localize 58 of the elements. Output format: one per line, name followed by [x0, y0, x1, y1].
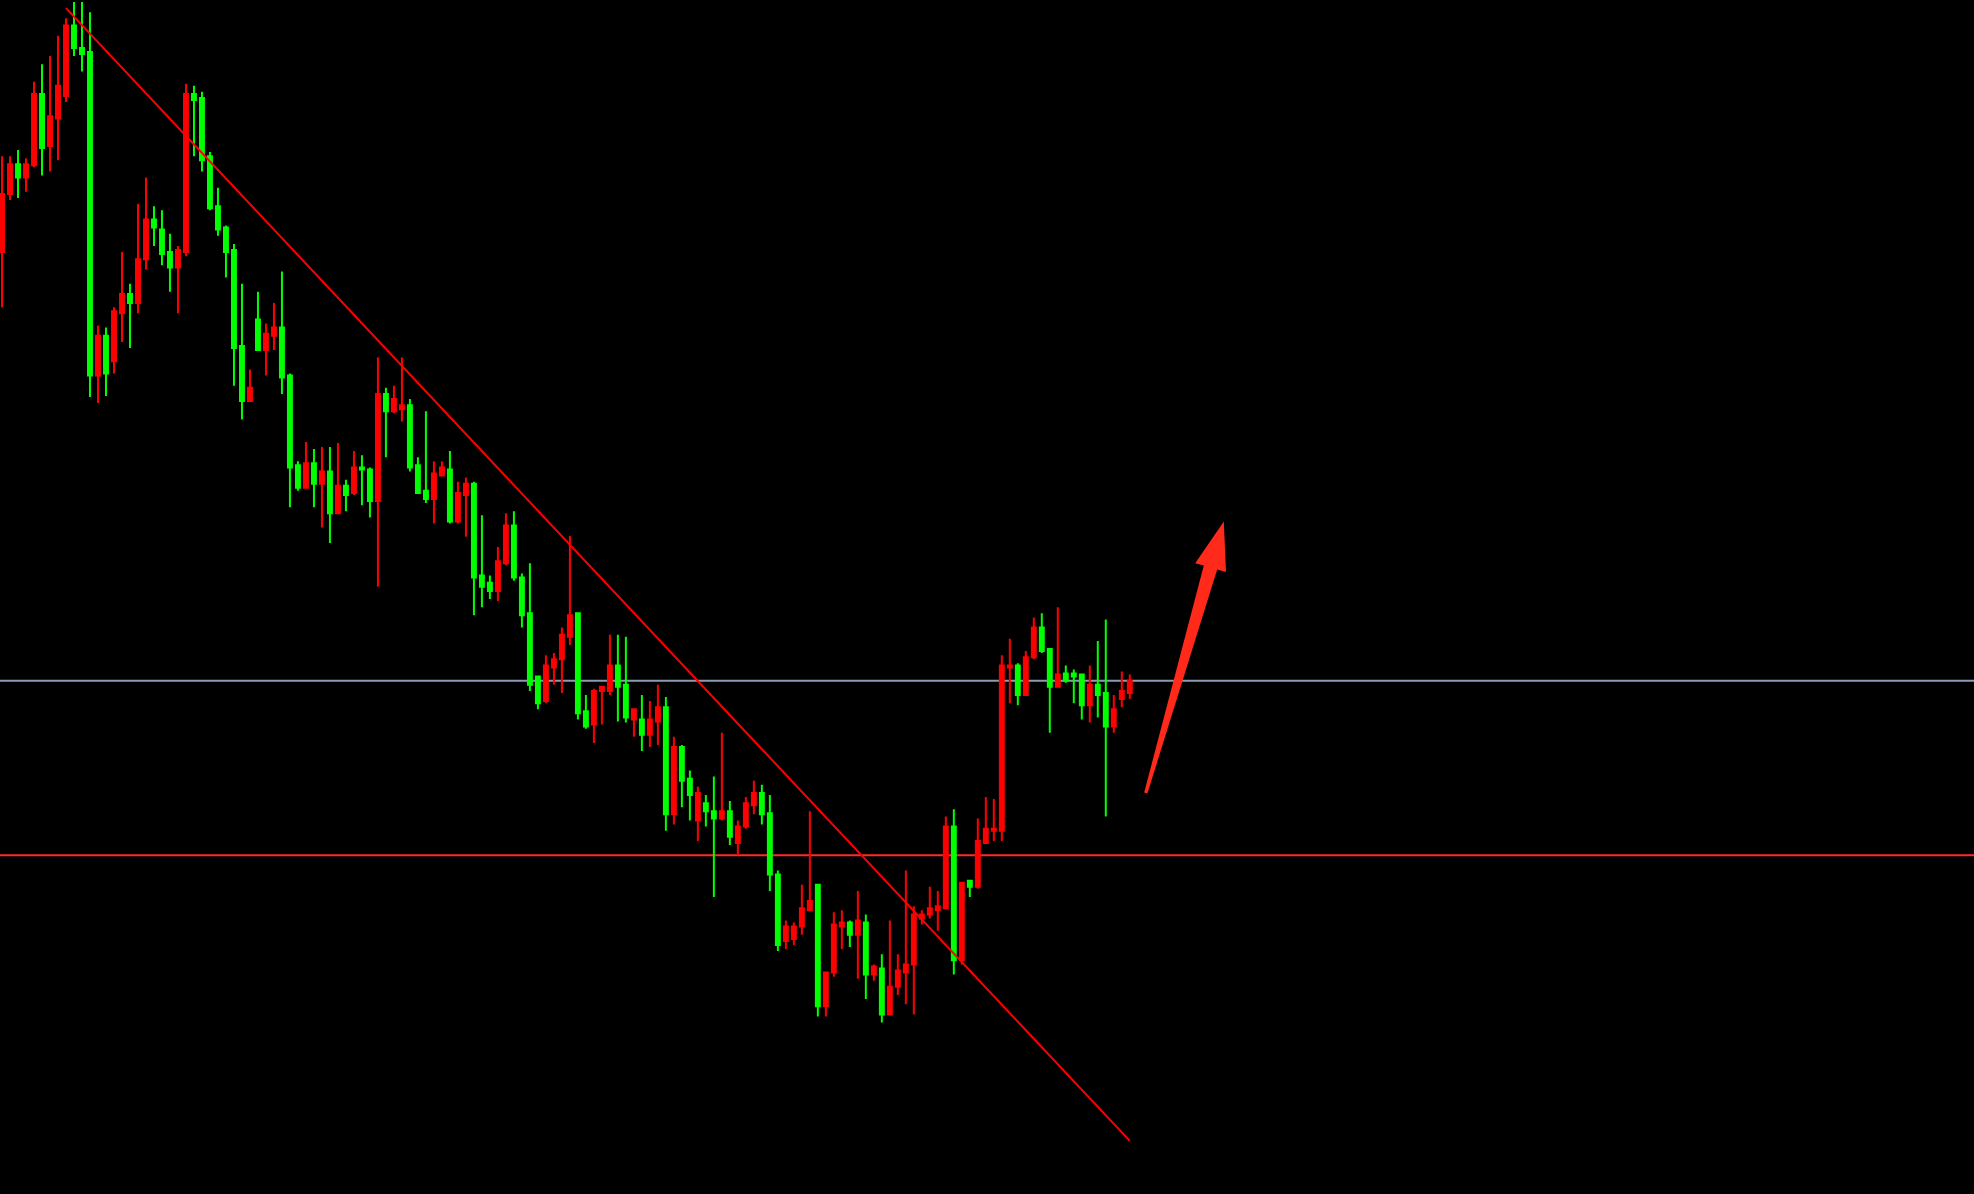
candlestick — [718, 731, 725, 822]
candlestick — [862, 913, 869, 1001]
candlestick — [902, 869, 909, 1006]
candlestick — [151, 205, 157, 247]
candlestick — [127, 282, 133, 349]
candlestick — [670, 735, 677, 826]
candlestick — [574, 612, 581, 721]
candlestick — [950, 808, 957, 976]
candlestick — [1118, 670, 1125, 709]
candlestick — [630, 708, 637, 738]
candlestick — [694, 785, 701, 842]
candlestick — [382, 386, 389, 459]
candlestick — [0, 155, 5, 309]
candlestick — [1014, 662, 1021, 707]
candlestick — [1054, 606, 1061, 688]
candlestick — [710, 775, 717, 899]
candlestick — [39, 63, 45, 177]
candlestick — [1078, 672, 1085, 721]
candlestick — [726, 800, 733, 846]
candlestick — [374, 356, 381, 588]
candlestick — [846, 919, 853, 949]
candlestick — [422, 410, 429, 505]
candlestick — [638, 693, 645, 753]
candlestick — [1126, 673, 1133, 701]
candlestick — [814, 883, 821, 1018]
candlestick — [654, 683, 661, 746]
candlestick — [462, 476, 469, 538]
candlestick — [958, 881, 965, 966]
candlestick — [310, 448, 317, 509]
candlestick — [342, 478, 349, 513]
candlestick — [614, 633, 621, 723]
candlestick — [15, 149, 21, 199]
candlestick — [782, 919, 789, 951]
candlestick — [1110, 693, 1117, 734]
candlestick — [854, 889, 861, 980]
candlestick — [255, 290, 261, 352]
candlestick — [590, 687, 597, 744]
candlestick — [470, 480, 477, 617]
candlestick — [1086, 664, 1093, 724]
candlestick — [318, 445, 325, 529]
candlestick — [398, 356, 405, 423]
candlestick — [662, 696, 669, 832]
candlestick — [878, 953, 885, 1024]
candlestick — [95, 324, 101, 405]
candlestick — [886, 919, 893, 1016]
candlestick — [966, 879, 973, 899]
candlestick — [334, 441, 341, 515]
candlestick — [430, 460, 437, 525]
candlestick — [302, 440, 309, 489]
candlestick — [622, 635, 629, 724]
candlestick — [446, 450, 453, 525]
candlestick — [103, 326, 109, 397]
candlestick — [247, 368, 253, 403]
candlestick — [350, 450, 357, 496]
candlestick — [1102, 618, 1109, 818]
candlestick — [326, 445, 333, 544]
candlestick — [870, 963, 877, 982]
candlestick — [542, 654, 549, 705]
